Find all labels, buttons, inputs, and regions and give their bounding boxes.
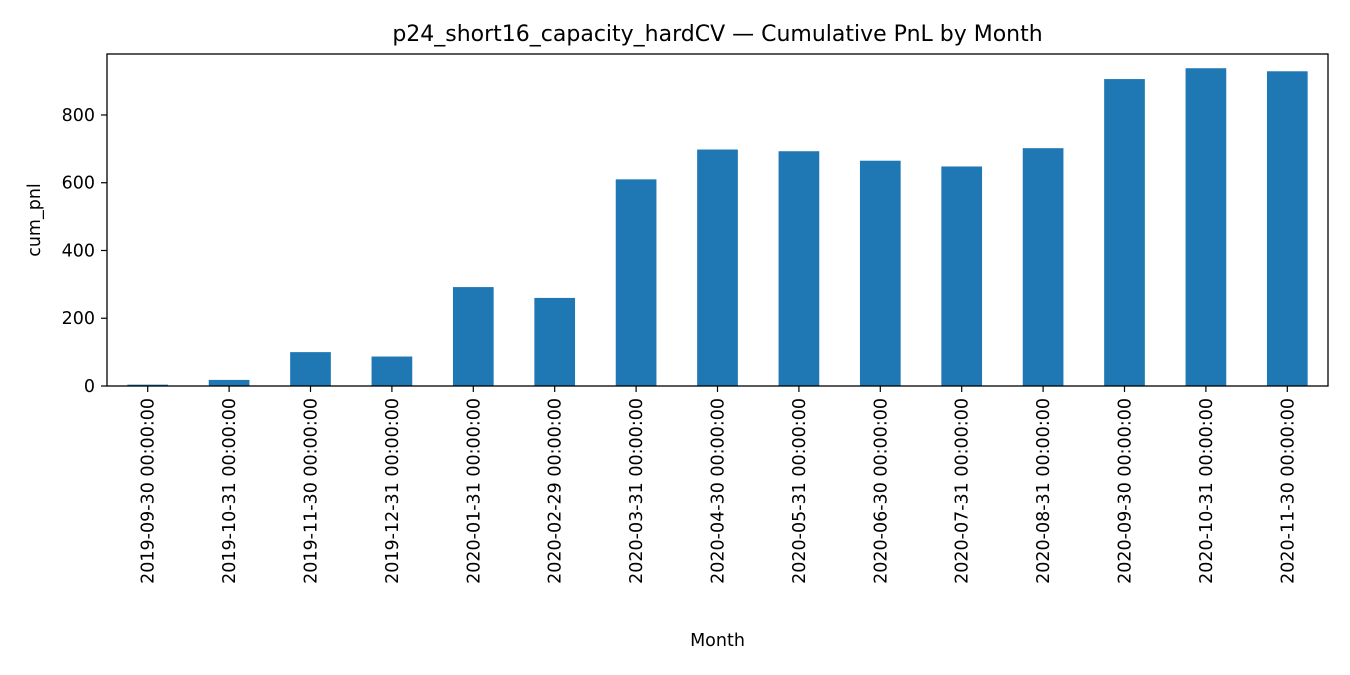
x-tick-label-13: 2020-10-31 00:00:00 — [1197, 398, 1217, 584]
bar-2 — [290, 352, 331, 386]
x-tick-label-8: 2020-05-31 00:00:00 — [790, 398, 810, 584]
bar-14 — [1266, 71, 1308, 386]
bar-0 — [127, 384, 169, 386]
x-tick-label-11: 2020-08-31 00:00:00 — [1034, 398, 1054, 584]
x-axis-label: Month — [690, 631, 745, 651]
plot-frame — [106, 53, 1329, 387]
bar-9 — [859, 160, 901, 386]
x-tick-label-9: 2020-06-30 00:00:00 — [871, 398, 891, 584]
x-tick-label-14: 2020-11-30 00:00:00 — [1278, 398, 1298, 584]
bar-4 — [452, 287, 494, 386]
bar-10 — [941, 166, 983, 386]
y-tick-label-4: 800 — [62, 106, 95, 126]
x-axis: 2019-09-30 00:00:00 2019-10-31 00:00:00 20… — [139, 386, 1298, 584]
x-tick-label-3: 2019-12-31 00:00:00 — [383, 398, 403, 584]
y-tick-label-1: 200 — [62, 309, 95, 329]
y-axis-label: cum_pnl — [25, 183, 45, 257]
bar-5 — [534, 297, 576, 386]
bar-7 — [697, 149, 738, 386]
bar-12 — [1104, 79, 1145, 386]
x-tick-label-1: 2019-10-31 00:00:00 — [220, 398, 240, 584]
x-tick-label-6: 2020-03-31 00:00:00 — [627, 398, 647, 584]
x-tick-label-4: 2020-01-31 00:00:00 — [464, 398, 484, 584]
bar-13 — [1185, 68, 1227, 386]
bar-1 — [208, 379, 250, 386]
x-tick-label-12: 2020-09-30 00:00:00 — [1116, 398, 1136, 584]
x-tick-label-0: 2019-09-30 00:00:00 — [139, 398, 159, 584]
y-tick-label-0: 0 — [84, 377, 95, 397]
bar-3 — [371, 356, 413, 386]
x-tick-label-10: 2020-07-31 00:00:00 — [953, 398, 973, 584]
y-axis: 0 200 400 600 800 — [62, 106, 107, 397]
bar-8 — [778, 151, 820, 386]
chart-title: p24_short16_capacity_hardCV — Cumulative… — [392, 22, 1042, 47]
y-tick-label-2: 400 — [62, 241, 95, 261]
x-tick-label-7: 2020-04-30 00:00:00 — [709, 398, 729, 584]
bar-11 — [1022, 148, 1064, 386]
x-tick-label-5: 2020-02-29 00:00:00 — [546, 398, 566, 584]
bar-6 — [615, 179, 657, 386]
y-tick-label-3: 600 — [62, 174, 95, 194]
x-tick-label-2: 2019-11-30 00:00:00 — [302, 398, 322, 584]
bars-group — [127, 68, 1308, 386]
